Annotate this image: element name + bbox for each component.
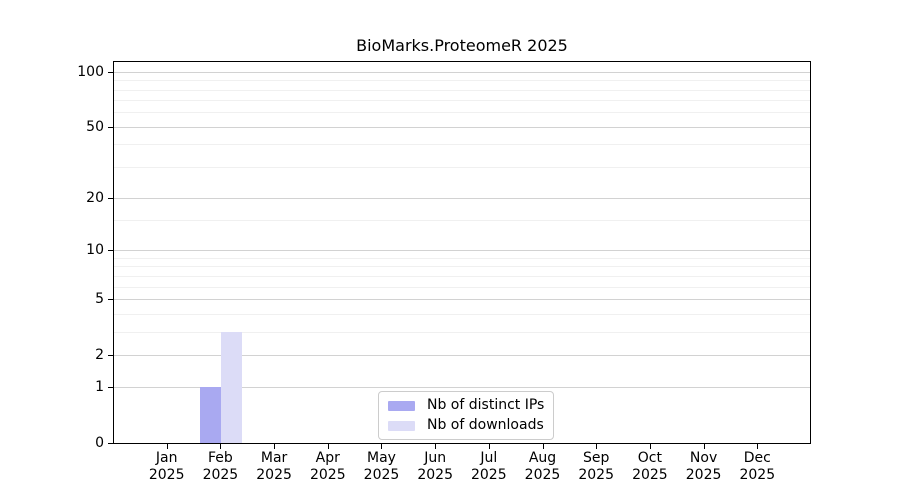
y-tick-mark: [108, 127, 113, 128]
y-tick-label: 50: [86, 118, 104, 135]
major-gridline: [114, 354, 810, 356]
x-tick-label: May 2025: [363, 450, 400, 483]
x-tick-label: Jun 2025: [417, 450, 453, 483]
legend-swatch-downloads-icon: [388, 420, 415, 431]
x-tick-mark: [757, 444, 758, 449]
plot-area: [113, 61, 811, 444]
minor-gridline: [114, 100, 810, 102]
y-tick-mark: [108, 250, 113, 251]
x-tick-mark: [596, 444, 597, 449]
x-tick-mark: [328, 444, 329, 449]
x-tick-mark: [543, 444, 544, 449]
x-tick-mark: [381, 444, 382, 449]
y-tick-mark: [108, 198, 113, 199]
legend-item-distinct-ips: Nb of distinct IPs: [388, 397, 544, 414]
minor-gridline: [114, 112, 810, 114]
y-tick-mark: [108, 355, 113, 356]
major-gridline: [114, 298, 810, 300]
y-tick-mark: [108, 299, 113, 300]
x-tick-label: Sep 2025: [578, 450, 614, 483]
minor-gridline: [114, 286, 810, 288]
minor-gridline: [114, 257, 810, 259]
chart-title: BioMarks.ProteomeR 2025: [356, 36, 568, 55]
legend-label-downloads: Nb of downloads: [427, 417, 544, 433]
y-tick-label: 5: [95, 290, 104, 307]
major-gridline: [114, 126, 810, 128]
x-tick-label: Mar 2025: [256, 450, 292, 483]
x-tick-mark: [704, 444, 705, 449]
minor-gridline: [114, 144, 810, 146]
major-gridline: [114, 198, 810, 200]
minor-gridline: [114, 313, 810, 315]
x-tick-mark: [167, 444, 168, 449]
minor-gridline: [114, 220, 810, 221]
x-tick-label: Apr 2025: [309, 450, 346, 483]
legend-swatch-distinct-ips-icon: [388, 400, 415, 411]
x-tick-mark: [650, 444, 651, 449]
minor-gridline: [114, 266, 810, 268]
y-tick-label: 10: [86, 242, 104, 259]
y-tick-label: 2: [95, 346, 104, 363]
y-tick-label: 20: [86, 190, 104, 207]
x-tick-mark: [435, 444, 436, 449]
y-tick-mark: [108, 72, 113, 73]
bar-downloads: [221, 331, 243, 443]
y-tick-mark: [108, 443, 113, 444]
legend-item-downloads: Nb of downloads: [388, 417, 544, 434]
y-tick-label: 100: [77, 63, 104, 80]
legend-label-distinct-ips: Nb of distinct IPs: [427, 397, 545, 413]
x-tick-label: Aug 2025: [524, 450, 561, 483]
x-tick-label: Oct 2025: [632, 450, 668, 483]
minor-gridline: [114, 89, 810, 91]
bar-distinct-ips: [200, 387, 222, 443]
y-tick-label: 1: [95, 379, 104, 396]
legend: Nb of distinct IPs Nb of downloads: [378, 391, 555, 440]
major-gridline: [114, 387, 810, 389]
x-tick-label: Nov 2025: [685, 450, 722, 483]
x-tick-mark: [220, 444, 221, 449]
x-tick-label: Feb 2025: [202, 450, 239, 483]
x-tick-mark: [274, 444, 275, 449]
x-tick-label: Dec 2025: [739, 450, 776, 483]
major-gridline: [114, 250, 810, 252]
minor-gridline: [114, 275, 810, 277]
x-tick-label: Jul 2025: [470, 450, 507, 483]
minor-gridline: [114, 331, 810, 333]
y-tick-label: 0: [95, 435, 104, 451]
major-gridline: [114, 71, 810, 73]
x-tick-label: Jan 2025: [148, 450, 185, 483]
x-tick-mark: [489, 444, 490, 449]
minor-gridline: [114, 166, 810, 168]
y-tick-mark: [108, 387, 113, 388]
minor-gridline: [114, 80, 810, 82]
